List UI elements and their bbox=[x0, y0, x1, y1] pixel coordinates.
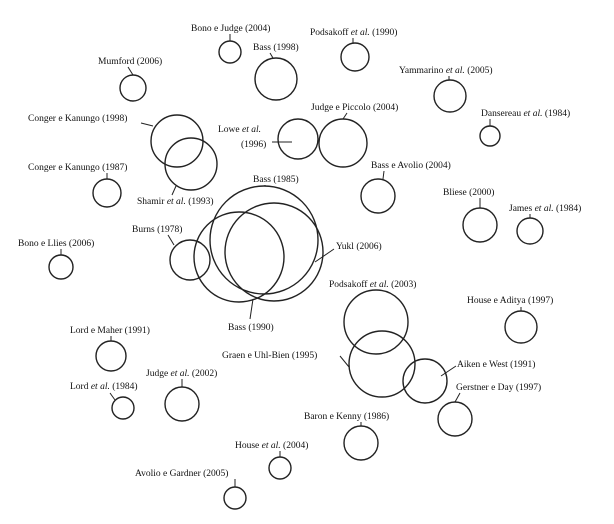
node-label-conger-kanungo-1987: Conger e Kanungo (1987) bbox=[28, 162, 127, 173]
node-circle-judge-2002 bbox=[164, 386, 200, 422]
node-circle-bono-judge-2004 bbox=[218, 40, 242, 64]
node-label-burns-1978: Burns (1978) bbox=[132, 224, 182, 235]
node-circle-judge-piccolo-2004 bbox=[318, 118, 368, 168]
node-circle-conger-kanungo-1998 bbox=[150, 114, 204, 168]
node-circle-bliese-2000 bbox=[462, 207, 498, 243]
node-circle-bass-1998 bbox=[254, 57, 298, 101]
node-label-baron-kenny-1986: Baron e Kenny (1986) bbox=[304, 411, 389, 422]
node-circle-lord-1984 bbox=[111, 396, 135, 420]
node-circle-avolio-gardner-2005 bbox=[223, 486, 247, 510]
node-label-bliese-2000: Bliese (2000) bbox=[443, 187, 494, 198]
node-circle-house-2004 bbox=[268, 456, 292, 480]
node-circle-baron-kenny-1986 bbox=[343, 425, 379, 461]
leader-line-shamir-1993 bbox=[171, 185, 177, 196]
node-circle-mumford-2006 bbox=[119, 74, 147, 102]
node-label-yammarino-2005: Yammarino et al. (2005) bbox=[399, 65, 493, 76]
node-circle-yukl-2006 bbox=[224, 202, 324, 302]
node-circle-bass-avolio-2004 bbox=[360, 178, 396, 214]
node-label-bass-1985: Bass (1985) bbox=[253, 174, 299, 185]
node-label-house-2004: House et al. (2004) bbox=[235, 440, 308, 451]
node-label-judge-piccolo-2004: Judge e Piccolo (2004) bbox=[311, 102, 398, 113]
node-label-conger-kanungo-1998: Conger e Kanungo (1998) bbox=[28, 113, 127, 124]
node-label-avolio-gardner-2005: Avolio e Gardner (2005) bbox=[135, 468, 228, 479]
node-label-lord-maher-1991: Lord e Maher (1991) bbox=[70, 325, 150, 336]
node-circle-house-aditya-1997 bbox=[504, 310, 538, 344]
leader-line-lord-1984 bbox=[109, 392, 116, 401]
node-circle-bono-llies-2006 bbox=[48, 254, 74, 280]
node-label-bass-1990: Bass (1990) bbox=[228, 322, 274, 333]
node-label-bono-judge-2004: Bono e Judge (2004) bbox=[191, 23, 270, 34]
leader-line-graen-uhl-bien-1995 bbox=[339, 355, 350, 368]
node-circle-shamir-1993 bbox=[164, 137, 218, 191]
node-circle-gerstner-day-1997 bbox=[437, 401, 473, 437]
leader-line-bass-1990 bbox=[249, 298, 254, 320]
leader-line-bass-1998 bbox=[269, 52, 274, 59]
node-label-gerstner-day-1997: Gerstner e Day (1997) bbox=[456, 382, 541, 393]
node-circle-podsakoff-1990 bbox=[340, 42, 370, 72]
node-label-bass-avolio-2004: Bass e Avolio (2004) bbox=[371, 160, 451, 171]
node-circle-aiken-west-1991 bbox=[402, 358, 448, 404]
leader-line-bass-avolio-2004 bbox=[382, 170, 385, 180]
node-label-bono-llies-2006: Bono e Llies (2006) bbox=[18, 238, 94, 249]
node-label-yukl-2006: Yukl (2006) bbox=[336, 241, 382, 252]
leader-line-conger-kanungo-1998 bbox=[140, 122, 154, 127]
node-label-aiken-west-1991: Aiken e West (1991) bbox=[457, 359, 535, 370]
node-label-mumford-2006: Mumford (2006) bbox=[98, 56, 162, 67]
node-circle-yammarino-2005 bbox=[433, 79, 467, 113]
node-circle-podsakoff-2003 bbox=[343, 289, 409, 355]
node-circle-graen-uhl-bien-1995 bbox=[348, 330, 416, 398]
leader-line-aiken-west-1991 bbox=[440, 365, 457, 377]
node-circle-burns-1978 bbox=[169, 239, 211, 281]
leader-line-burns-1978 bbox=[167, 234, 175, 246]
leader-line-mumford-2006 bbox=[127, 66, 134, 76]
leader-line-gerstner-day-1997 bbox=[454, 392, 461, 403]
node-label-podsakoff-1990: Podsakoff et al. (1990) bbox=[310, 27, 397, 38]
node-circle-lowe-1996 bbox=[277, 118, 319, 160]
node-label-line2-lowe-1996: (1996) bbox=[241, 139, 266, 150]
node-label-house-aditya-1997: House e Aditya (1997) bbox=[467, 295, 553, 306]
node-label-podsakoff-2003: Podsakoff et al. (2003) bbox=[329, 279, 416, 290]
node-label-lowe-1996: Lowe et al. bbox=[218, 125, 261, 135]
node-label-graen-uhl-bien-1995: Graen e Uhl-Bien (1995) bbox=[222, 350, 317, 361]
node-label-judge-2002: Judge et al. (2002) bbox=[146, 368, 217, 379]
node-label-bass-1998: Bass (1998) bbox=[253, 42, 299, 53]
node-label-dansereau-1984: Dansereau et al. (1984) bbox=[481, 108, 570, 119]
node-label-lord-1984: Lord et al. (1984) bbox=[70, 381, 138, 392]
node-label-shamir-1993: Shamir et al. (1993) bbox=[137, 196, 214, 207]
leader-line-judge-piccolo-2004 bbox=[342, 112, 348, 120]
node-circle-lord-maher-1991 bbox=[95, 340, 127, 372]
node-circle-conger-kanungo-1987 bbox=[92, 178, 122, 208]
leader-line-yukl-2006 bbox=[314, 248, 335, 263]
node-circle-james-1984 bbox=[516, 217, 544, 245]
node-label-james-1984: James et al. (1984) bbox=[509, 203, 581, 214]
node-circle-dansereau-1984 bbox=[479, 125, 501, 147]
node-circle-bass-1990 bbox=[193, 211, 285, 303]
